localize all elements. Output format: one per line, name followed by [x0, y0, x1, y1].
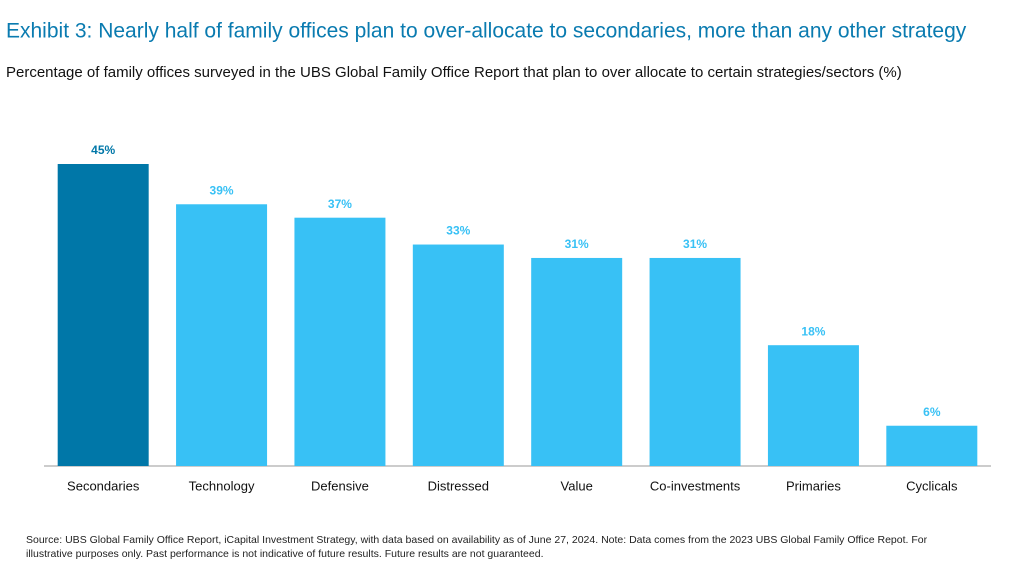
x-tick-label: Distressed — [428, 478, 489, 493]
footnote: illustrative purposes only. Past perform… — [26, 548, 543, 560]
bar — [412, 244, 504, 466]
value-label: 31% — [683, 237, 707, 251]
bar — [886, 425, 978, 466]
value-label: 33% — [446, 224, 470, 238]
value-label: 39% — [210, 183, 234, 197]
bar — [649, 257, 741, 466]
x-tick-label: Cyclicals — [906, 478, 958, 493]
bar — [767, 345, 859, 466]
bar — [531, 257, 623, 466]
footnote: Source: UBS Global Family Office Report,… — [26, 534, 928, 546]
x-tick-label: Value — [561, 478, 593, 493]
bar — [176, 204, 268, 466]
value-label: 18% — [801, 324, 825, 338]
bar — [57, 164, 149, 466]
bar — [294, 217, 386, 466]
x-tick-label: Co-investments — [650, 478, 741, 493]
value-label: 6% — [923, 405, 941, 419]
x-tick-label: Secondaries — [67, 478, 140, 493]
x-tick-label: Defensive — [311, 478, 369, 493]
chart-subtitle: Percentage of family offices surveyed in… — [6, 64, 902, 81]
value-label: 45% — [91, 143, 115, 157]
x-tick-label: Primaries — [786, 478, 841, 493]
value-label: 31% — [565, 237, 589, 251]
chart-title: Exhibit 3: Nearly half of family offices… — [6, 20, 967, 43]
value-label: 37% — [328, 197, 352, 211]
x-tick-label: Technology — [189, 478, 255, 493]
